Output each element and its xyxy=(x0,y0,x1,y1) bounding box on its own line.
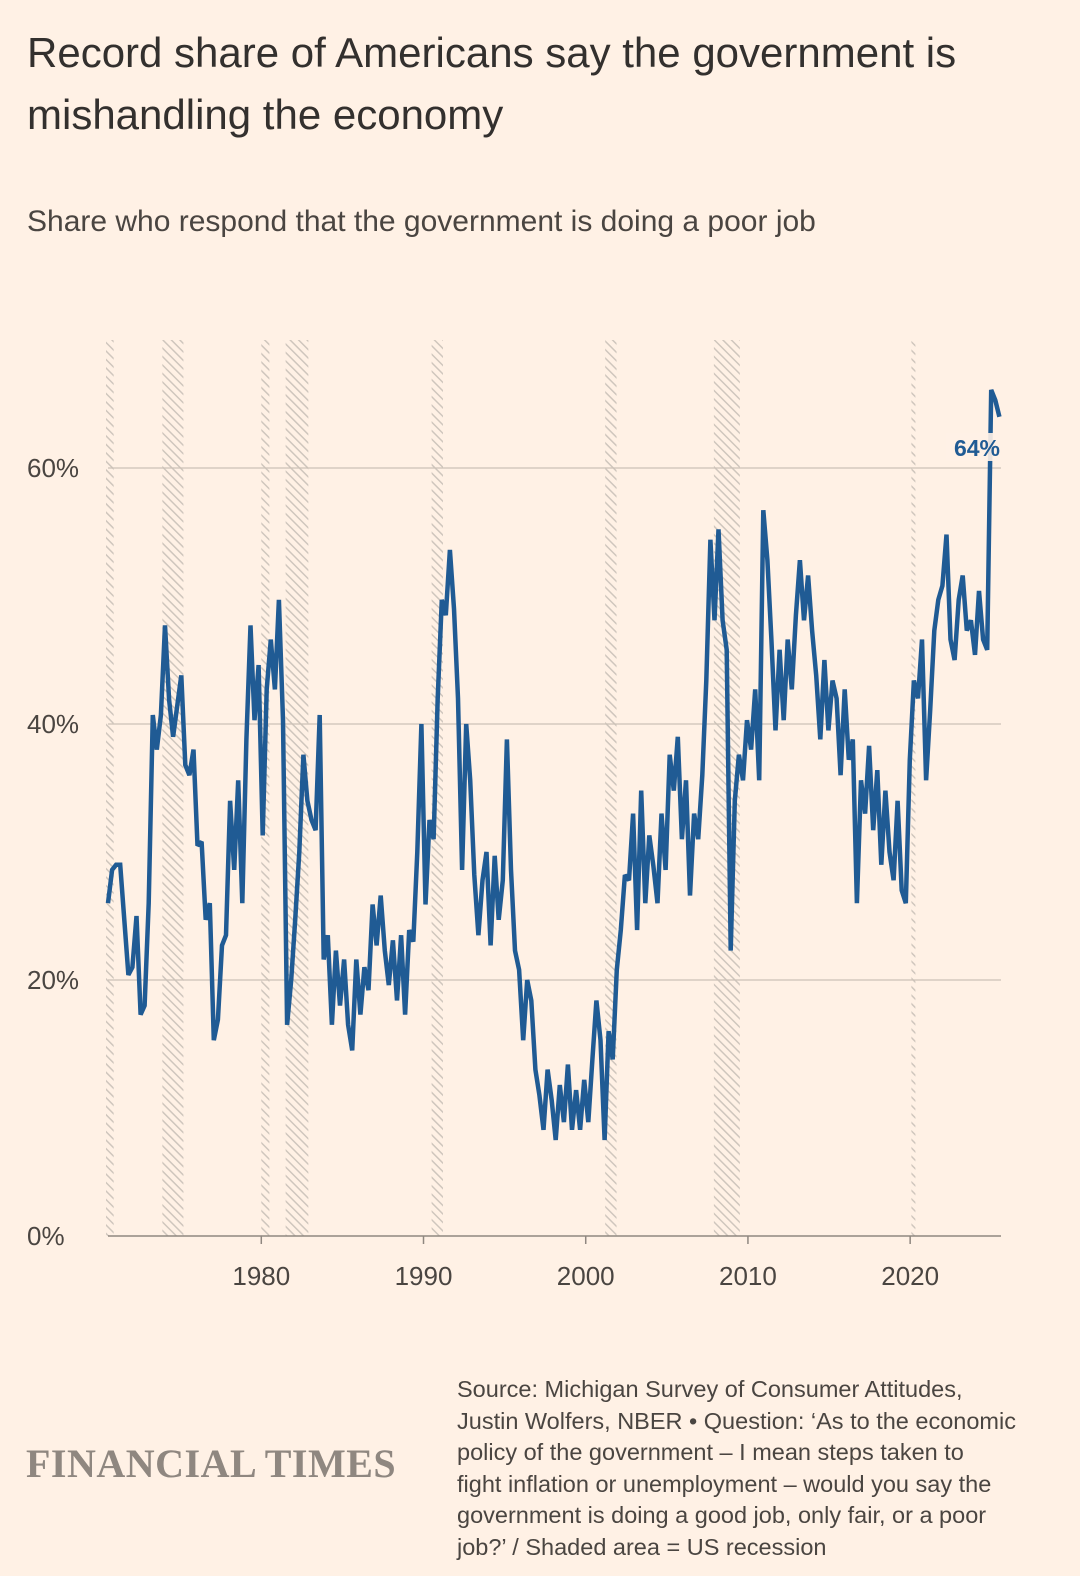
recession-band xyxy=(106,340,114,1236)
x-tick-label: 2020 xyxy=(881,1261,939,1291)
source-line: policy of the government – I mean steps … xyxy=(457,1439,964,1465)
x-axis: 1980 1990 2000 2010 2020 xyxy=(232,1236,939,1291)
annotations: 64% xyxy=(946,433,1000,461)
y-tick-label: 60% xyxy=(27,453,79,483)
y-tick-label: 0% xyxy=(27,1221,65,1251)
source-line: job?’ / Shaded area = US recession xyxy=(457,1533,827,1560)
annotation-background xyxy=(946,433,1000,461)
ft-logo: FINANCIAL TIMES xyxy=(26,1441,397,1486)
chart-subtitle: Share who respond that the government is… xyxy=(27,205,816,238)
x-tick-label: 1980 xyxy=(232,1261,290,1291)
y-tick-label: 20% xyxy=(27,965,79,995)
y-tick-label: 40% xyxy=(27,709,79,739)
source-line: Source: Michigan Survey of Consumer Atti… xyxy=(457,1376,963,1402)
source-line: government is doing a good job, only fai… xyxy=(457,1502,987,1528)
source-line: Justin Wolfers, NBER • Question: ‘As to … xyxy=(457,1407,1016,1434)
latest-value-label: 64% xyxy=(954,435,1000,461)
recession-band xyxy=(285,340,309,1236)
gridlines xyxy=(108,467,1001,1237)
x-tick-label: 2010 xyxy=(719,1261,777,1291)
recession-bands xyxy=(106,340,916,1236)
line-chart: 0% 20% 40% 60% 1980 1990 2000 2010 2020 64% xyxy=(27,340,1002,1291)
source-note: Source: Michigan Survey of Consumer Atti… xyxy=(457,1374,1016,1563)
series xyxy=(105,389,1002,1141)
chart-title: Record share of Americans say the govern… xyxy=(27,29,957,138)
recession-band xyxy=(605,340,617,1236)
source-line: fight inflation or unemployment – would … xyxy=(457,1470,992,1497)
x-tick-label: 2000 xyxy=(557,1261,615,1291)
recession-band xyxy=(911,340,916,1236)
recession-band xyxy=(162,340,184,1236)
x-tick-label: 1990 xyxy=(395,1261,453,1291)
y-axis: 0% 20% 40% 60% xyxy=(27,453,79,1251)
series-line xyxy=(105,389,1002,1141)
